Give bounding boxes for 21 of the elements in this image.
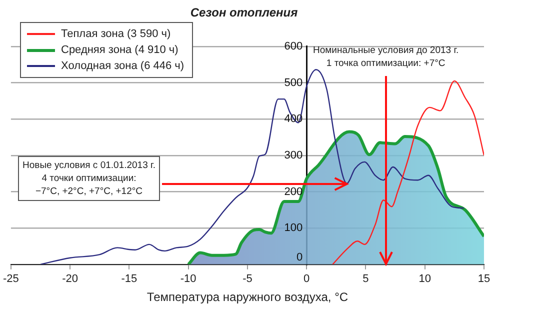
y-tick-label: 300: [284, 149, 303, 162]
y-tick-label: 600: [284, 40, 303, 52]
x-tick-label: 15: [478, 273, 490, 286]
x-tick-label: 5: [362, 273, 369, 286]
x-tick-label: -5: [242, 273, 252, 286]
x-tick-label: 10: [418, 273, 431, 286]
legend-label: Теплая зона (3 590 ч): [61, 27, 171, 42]
legend-label: Холодная зона (6 446 ч): [61, 59, 184, 74]
x-tick-label: -25: [2, 273, 19, 286]
x-tick-label: -20: [62, 273, 78, 286]
y-tick-label: 500: [284, 76, 303, 89]
x-axis-title: Температура наружного воздуха, °C: [146, 290, 348, 304]
legend-label: Средняя зона (4 910 ч): [61, 43, 178, 58]
annotation: Номинальные условия до 2013 г. 1 точка оптимизации: +7°C: [313, 45, 459, 70]
x-tick-label: -10: [180, 273, 196, 286]
line-series: [332, 80, 484, 264]
y-tick-label: 0: [296, 251, 303, 264]
chart-title: Сезон отопления: [190, 6, 298, 20]
y-tick-label: 100: [284, 222, 303, 234]
x-tick-label: -15: [121, 273, 138, 286]
annotation: Новые условия с 01.01.2013 г. 4 точки оптимизации: −7°C, +2°C, +7°C, +12°C: [18, 156, 160, 202]
